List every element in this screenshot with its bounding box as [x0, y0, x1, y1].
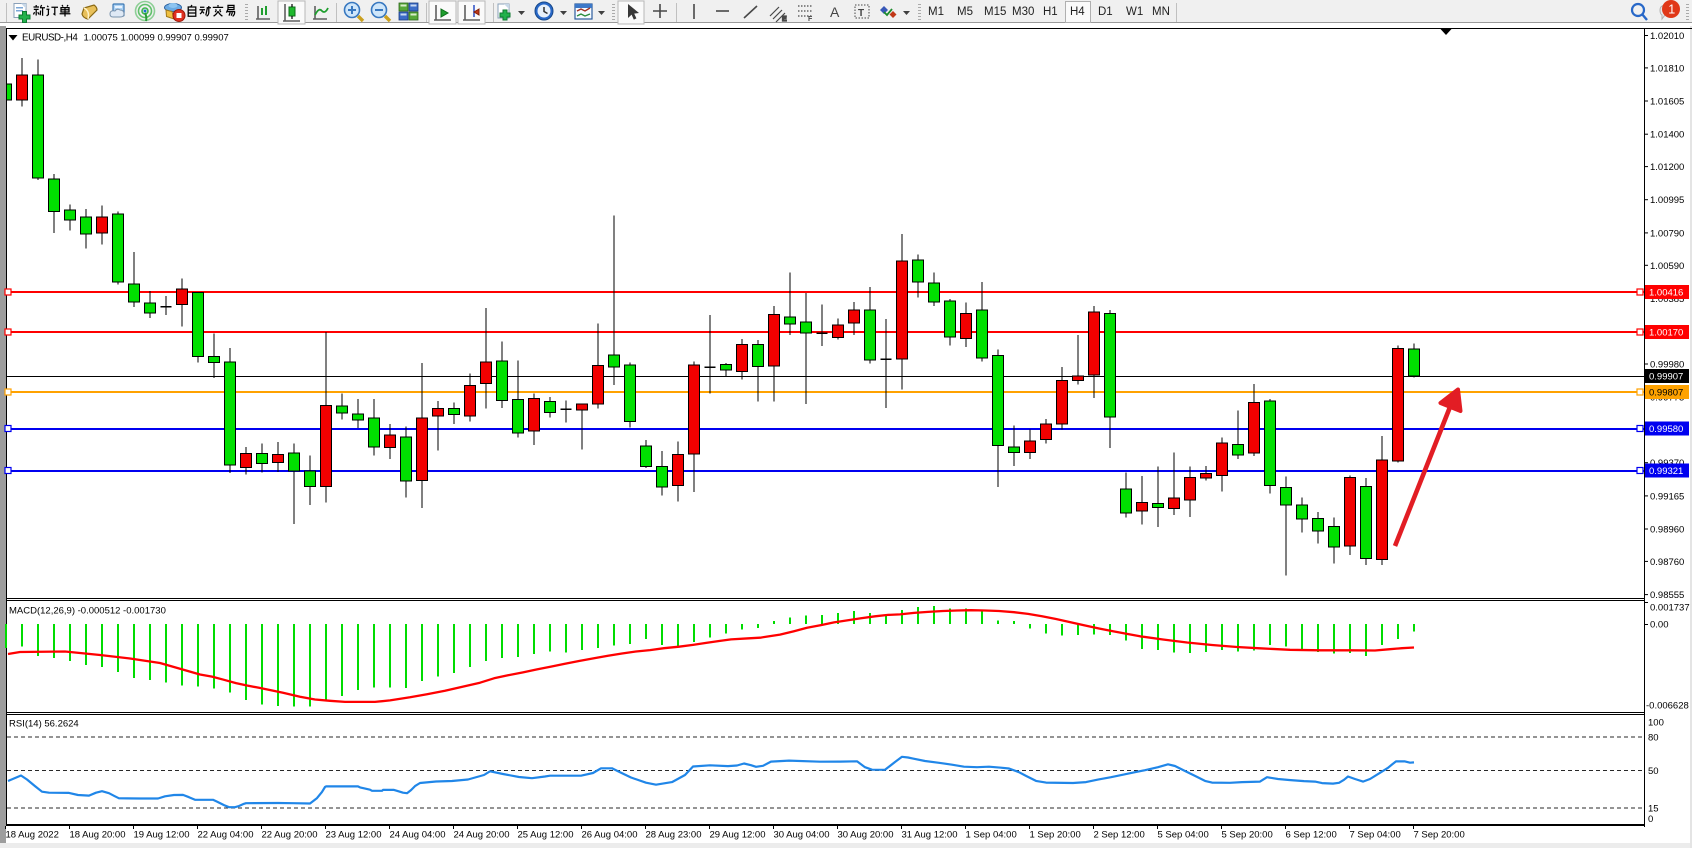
svg-text:29 Aug 12:00: 29 Aug 12:00: [710, 830, 766, 841]
svg-text:6 Sep 12:00: 6 Sep 12:00: [1286, 830, 1337, 841]
svg-text:1.01400: 1.01400: [1650, 130, 1684, 141]
svg-text:0.99321: 0.99321: [1649, 466, 1683, 477]
svg-text:25 Aug 12:00: 25 Aug 12:00: [518, 830, 574, 841]
svg-text:0.98555: 0.98555: [1650, 590, 1684, 601]
svg-text:1.01200: 1.01200: [1650, 162, 1684, 173]
svg-text:30 Aug 04:00: 30 Aug 04:00: [774, 830, 830, 841]
svg-text:26 Aug 04:00: 26 Aug 04:00: [582, 830, 638, 841]
svg-text:18 Aug 20:00: 18 Aug 20:00: [70, 830, 126, 841]
svg-text:24 Aug 04:00: 24 Aug 04:00: [390, 830, 446, 841]
svg-text:22 Aug 04:00: 22 Aug 04:00: [198, 830, 254, 841]
svg-text:MACD(12,26,9) -0.000512 -0.001: MACD(12,26,9) -0.000512 -0.001730: [9, 606, 166, 617]
svg-text:7 Sep 20:00: 7 Sep 20:00: [1414, 830, 1465, 841]
svg-text:E: E: [782, 16, 787, 23]
svg-text:EURUSD-,H4: EURUSD-,H4: [22, 33, 78, 44]
svg-text:80: 80: [1648, 733, 1659, 744]
svg-text:0.99807: 0.99807: [1649, 388, 1683, 399]
svg-text:1.00590: 1.00590: [1650, 261, 1684, 272]
svg-text:100: 100: [1648, 718, 1664, 729]
svg-text:F: F: [808, 16, 813, 23]
svg-text:1 Sep 20:00: 1 Sep 20:00: [1030, 830, 1081, 841]
svg-text:1.00416: 1.00416: [1649, 288, 1683, 299]
svg-text:30 Aug 20:00: 30 Aug 20:00: [838, 830, 894, 841]
svg-text:0.99980: 0.99980: [1650, 360, 1684, 371]
svg-text:-0.006628: -0.006628: [1646, 701, 1689, 712]
svg-text:22 Aug 20:00: 22 Aug 20:00: [262, 830, 318, 841]
svg-text:5 Sep 20:00: 5 Sep 20:00: [1222, 830, 1273, 841]
svg-text:15: 15: [1648, 804, 1659, 815]
svg-text:1.00170: 1.00170: [1649, 328, 1683, 339]
svg-text:50: 50: [1648, 766, 1659, 777]
svg-text:1.00790: 1.00790: [1650, 228, 1684, 239]
svg-text:28 Aug 23:00: 28 Aug 23:00: [646, 830, 702, 841]
svg-text:31 Aug 12:00: 31 Aug 12:00: [902, 830, 958, 841]
svg-text:T: T: [858, 8, 864, 19]
svg-text:A: A: [830, 4, 840, 20]
svg-text:1.00385: 1.00385: [1650, 294, 1684, 305]
svg-text:5 Sep 04:00: 5 Sep 04:00: [1158, 830, 1209, 841]
svg-text:RSI(14) 56.2624: RSI(14) 56.2624: [9, 719, 79, 730]
svg-text:1.02010: 1.02010: [1650, 31, 1684, 42]
svg-text:1.00995: 1.00995: [1650, 195, 1684, 206]
svg-text:18 Aug 2022: 18 Aug 2022: [6, 830, 59, 841]
svg-text:2 Sep 12:00: 2 Sep 12:00: [1094, 830, 1145, 841]
svg-text:23 Aug 12:00: 23 Aug 12:00: [326, 830, 382, 841]
svg-text:0.98760: 0.98760: [1650, 557, 1684, 568]
svg-text:1: 1: [1668, 3, 1675, 17]
svg-text:24 Aug 20:00: 24 Aug 20:00: [454, 830, 510, 841]
svg-text:1.01810: 1.01810: [1650, 63, 1684, 74]
svg-text:7 Sep 04:00: 7 Sep 04:00: [1350, 830, 1401, 841]
svg-text:19 Aug 12:00: 19 Aug 12:00: [134, 830, 190, 841]
svg-text:1.00075 1.00099 0.99907 0.9990: 1.00075 1.00099 0.99907 0.99907: [84, 33, 229, 44]
svg-text:0: 0: [1648, 814, 1653, 825]
svg-text:0.00: 0.00: [1650, 620, 1669, 631]
svg-text:1 Sep 04:00: 1 Sep 04:00: [966, 830, 1017, 841]
svg-text:0.99907: 0.99907: [1649, 372, 1683, 383]
svg-text:0.001737: 0.001737: [1650, 603, 1690, 614]
svg-text:0.99580: 0.99580: [1649, 424, 1683, 435]
svg-text:0.99165: 0.99165: [1650, 491, 1684, 502]
svg-text:1.01605: 1.01605: [1650, 97, 1684, 108]
svg-text:0.98960: 0.98960: [1650, 525, 1684, 536]
